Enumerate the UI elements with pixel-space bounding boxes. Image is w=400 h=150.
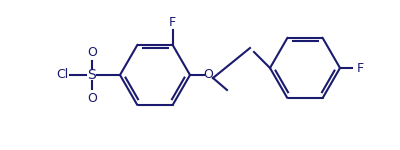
- Text: F: F: [356, 61, 364, 75]
- Text: F: F: [169, 16, 176, 29]
- Text: O: O: [87, 45, 97, 58]
- Text: S: S: [88, 68, 96, 82]
- Text: O: O: [87, 92, 97, 105]
- Text: O: O: [203, 69, 213, 81]
- Text: Cl: Cl: [56, 69, 68, 81]
